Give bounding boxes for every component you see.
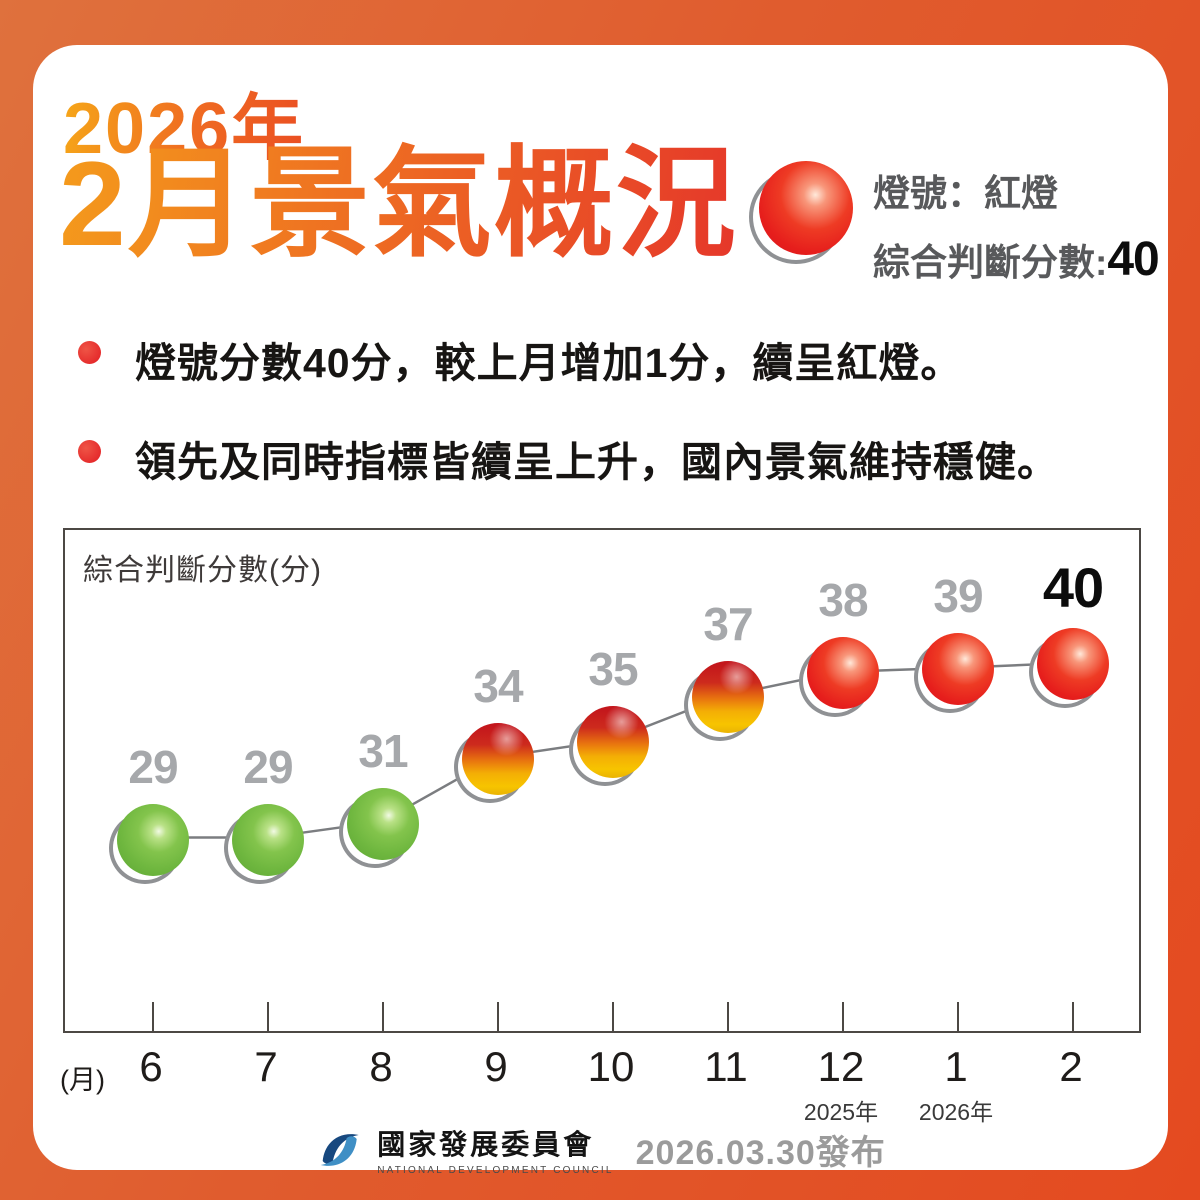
red-light-icon xyxy=(759,161,853,255)
axis-tick xyxy=(727,1002,729,1031)
chart-point: 29 xyxy=(224,741,304,884)
light-ball xyxy=(117,804,189,876)
axis-tick xyxy=(152,1002,154,1031)
month-label: 11 xyxy=(704,1043,748,1090)
axis-tick xyxy=(842,1002,844,1031)
page-title: 2月景氣概況 xyxy=(59,137,738,271)
axis-tick xyxy=(267,1002,269,1031)
content-card: 2026年 2月景氣概況 燈號：紅燈 綜合判斷分數:40 燈號分數40分，較上月… xyxy=(33,45,1168,1176)
header-light-ball xyxy=(749,161,853,264)
light-ball xyxy=(807,637,879,709)
bullet-dot-icon xyxy=(78,341,101,364)
year-marker: 2026年 xyxy=(918,1099,994,1125)
publish-date: 2026.03.30發布 xyxy=(635,1134,886,1172)
light-status-label: 燈號：紅燈 xyxy=(873,173,1058,214)
score-label: 35 xyxy=(588,643,638,695)
month-label: 6 xyxy=(139,1043,163,1090)
bullet-point-2: 領先及同時指標皆續呈上升，國內景氣維持穩健。 xyxy=(78,428,1059,488)
month-label: 9 xyxy=(484,1043,508,1090)
org-name-en: National Development Council xyxy=(377,1165,614,1176)
axis-tick xyxy=(497,1002,499,1031)
axis-tick xyxy=(1072,1002,1074,1031)
chart-point: 37 xyxy=(684,598,764,741)
year-marker: 2025年 xyxy=(803,1099,879,1125)
month-label: 8 xyxy=(369,1043,393,1090)
x-axis-unit-label: (月) xyxy=(60,1065,105,1095)
month-label: 10 xyxy=(587,1043,635,1090)
month-label: 12 xyxy=(817,1043,865,1090)
light-ball xyxy=(232,804,304,876)
chart-point: 34 xyxy=(454,660,534,803)
month-label: 1 xyxy=(944,1043,968,1090)
light-ball xyxy=(347,788,419,860)
chart-point: 35 xyxy=(569,643,649,786)
chart-point: 38 xyxy=(799,574,879,717)
score-label: 37 xyxy=(703,598,753,650)
chart-point: 31 xyxy=(339,725,419,868)
chart-point: 40 xyxy=(1029,556,1109,708)
year-title: 2026年 xyxy=(63,69,305,174)
score-label: 38 xyxy=(818,574,868,626)
score-label: 39 xyxy=(933,570,983,622)
month-axis-labels: 6 7 8 9 10 11 12 1 2 xyxy=(63,1043,1141,1095)
light-ball xyxy=(1037,628,1109,700)
bullet-text-1: 燈號分數40分，較上月增加1分，續呈紅燈。 xyxy=(135,340,963,386)
chart-point: 29 xyxy=(109,741,189,884)
org-name-block: 國家發展委員會 National Development Council xyxy=(377,1123,613,1176)
bullet-point-1: 燈號分數40分，較上月增加1分，續呈紅燈。 xyxy=(78,329,962,389)
ndc-logo-icon xyxy=(320,1133,359,1166)
chart-title: 綜合判斷分數(分) xyxy=(83,554,322,587)
score-label: 29 xyxy=(243,741,293,793)
score-label: 29 xyxy=(128,741,178,793)
score-label: 31 xyxy=(358,725,408,777)
bullet-dot-icon xyxy=(78,440,101,463)
score-label: 34 xyxy=(473,660,523,712)
chart-point: 39 xyxy=(914,570,994,713)
bullet-text-2: 領先及同時指標皆續呈上升，國內景氣維持穩健。 xyxy=(135,439,1059,485)
org-name: 國家發展委員會 xyxy=(377,1130,595,1161)
axis-tick xyxy=(382,1002,384,1031)
axis-tick xyxy=(957,1002,959,1031)
score-trend-chart: 綜合判斷分數(分) 29 29 31 34 35 37 38 xyxy=(63,528,1141,1033)
month-label: 7 xyxy=(254,1043,278,1090)
axis-tick xyxy=(612,1002,614,1031)
light-ball xyxy=(692,661,764,733)
light-ball xyxy=(462,723,534,795)
month-label: 2 xyxy=(1059,1043,1083,1090)
light-ball xyxy=(922,633,994,705)
composite-score-label: 綜合判斷分數: xyxy=(873,242,1108,283)
light-ball xyxy=(577,706,649,778)
composite-score-value: 40 xyxy=(1107,233,1159,286)
light-info: 燈號：紅燈 綜合判斷分數:40 xyxy=(873,163,1160,287)
footer: 國家發展委員會 National Development Council 202… xyxy=(315,1123,886,1176)
score-label: 40 xyxy=(1042,556,1104,619)
composite-score-line: 綜合判斷分數:40 xyxy=(873,232,1160,287)
